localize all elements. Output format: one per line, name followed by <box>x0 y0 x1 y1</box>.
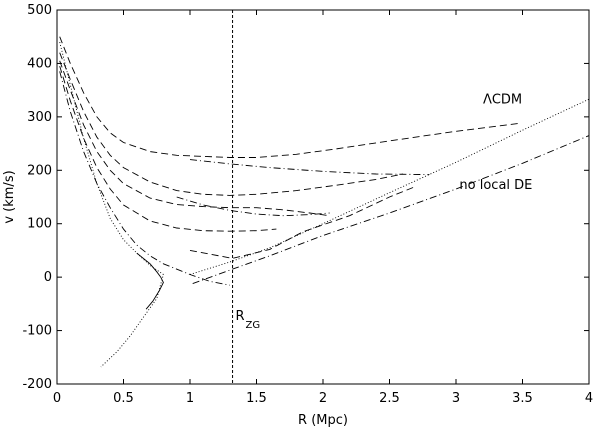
annotation-lcdm: ΛCDM <box>483 93 522 108</box>
series-layer <box>59 36 590 368</box>
rzg-label-main: R <box>236 309 245 324</box>
x-tick-label: 2.5 <box>379 391 400 406</box>
x-axis-ticks: 0 0.5 1 1.5 2 2.5 3 3.5 4 <box>53 10 593 406</box>
y-tick-label: 400 <box>27 56 52 71</box>
x-tick-label: 4 <box>585 391 593 406</box>
y-tick-label: 300 <box>27 110 52 125</box>
y-tick-label: -200 <box>22 377 52 392</box>
y-axis-label: v (km/s) <box>2 170 17 223</box>
x-tick-label: 1.5 <box>246 391 267 406</box>
series-line-10 <box>192 135 590 285</box>
y-tick-label: 200 <box>27 163 52 178</box>
x-tick-label: 3 <box>452 391 460 406</box>
series-line-1 <box>189 159 430 176</box>
x-tick-label: 0 <box>53 391 61 406</box>
series-line-2 <box>59 52 403 196</box>
rzg-label: R ZG <box>236 309 261 331</box>
annotation-no-local-de: no local DE <box>459 178 532 193</box>
x-tick-label: 3.5 <box>512 391 533 406</box>
series-line-6 <box>59 71 230 286</box>
series-line-8 <box>136 252 164 310</box>
y-tick-label: -100 <box>22 324 52 339</box>
series-line-0 <box>59 36 520 158</box>
rzg-label-sub: ZG <box>246 320 261 331</box>
y-tick-label: 500 <box>27 3 52 18</box>
series-line-11 <box>189 185 417 259</box>
series-line-3 <box>59 60 330 217</box>
series-line-9 <box>189 98 590 275</box>
y-tick-label: 0 <box>44 270 52 285</box>
x-tick-label: 1 <box>186 391 194 406</box>
plot-frame <box>56 9 590 385</box>
x-tick-label: 0.5 <box>113 391 134 406</box>
y-axis-ticks: -200 -100 0 100 200 300 400 500 <box>22 3 589 392</box>
y-tick-label: 100 <box>27 217 52 232</box>
x-axis-label: R (Mpc) <box>298 413 348 428</box>
series-line-5 <box>59 65 277 232</box>
series-line-7 <box>59 41 164 368</box>
x-tick-label: 2 <box>319 391 327 406</box>
